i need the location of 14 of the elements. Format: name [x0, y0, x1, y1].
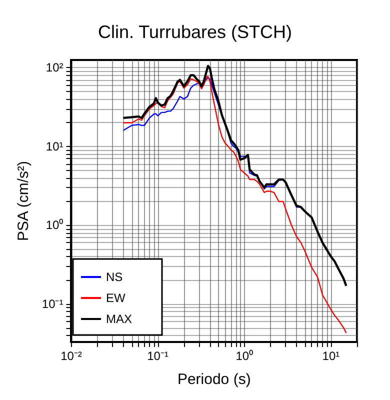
x-tick-label: 10⁻¹: [147, 349, 168, 363]
legend-label: NS: [106, 270, 123, 284]
x-tick-label: 10⁻²: [60, 349, 82, 363]
x-tick-label: 10¹: [322, 349, 340, 363]
x-tick-label: 10⁰: [236, 349, 254, 363]
x-axis-title: Periodo (s): [177, 371, 251, 388]
y-axis-title: PSA (cm/s²): [15, 160, 32, 242]
legend-label: EW: [106, 291, 126, 305]
legend-label: MAX: [106, 312, 132, 326]
y-tick-label: 10⁻¹: [42, 297, 64, 312]
chart-title: Clin. Turrubares (STCH): [98, 22, 292, 42]
y-tick-label: 10²: [46, 60, 64, 75]
y-tick-label: 10¹: [46, 139, 64, 154]
y-tick-label: 10⁰: [46, 218, 64, 232]
